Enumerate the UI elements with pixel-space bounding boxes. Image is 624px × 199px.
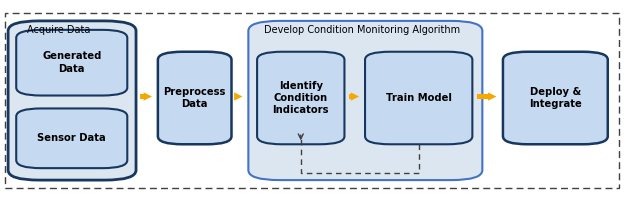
Text: Generated
Data: Generated Data [42,52,102,74]
FancyBboxPatch shape [158,52,232,144]
FancyBboxPatch shape [16,108,127,168]
Text: Train Model: Train Model [386,93,452,103]
Text: Develop Condition Monitoring Algorithm: Develop Condition Monitoring Algorithm [264,25,460,35]
FancyBboxPatch shape [365,52,472,144]
FancyBboxPatch shape [257,52,344,144]
Text: Deploy &
Integrate: Deploy & Integrate [529,87,582,109]
Text: Identify
Condition
Indicators: Identify Condition Indicators [273,81,329,115]
FancyBboxPatch shape [248,21,482,180]
Text: Acquire Data: Acquire Data [27,25,90,35]
Text: Preprocess
Data: Preprocess Data [163,87,226,109]
FancyBboxPatch shape [503,52,608,144]
Text: Sensor Data: Sensor Data [37,133,106,143]
FancyBboxPatch shape [8,21,136,180]
FancyBboxPatch shape [16,30,127,96]
